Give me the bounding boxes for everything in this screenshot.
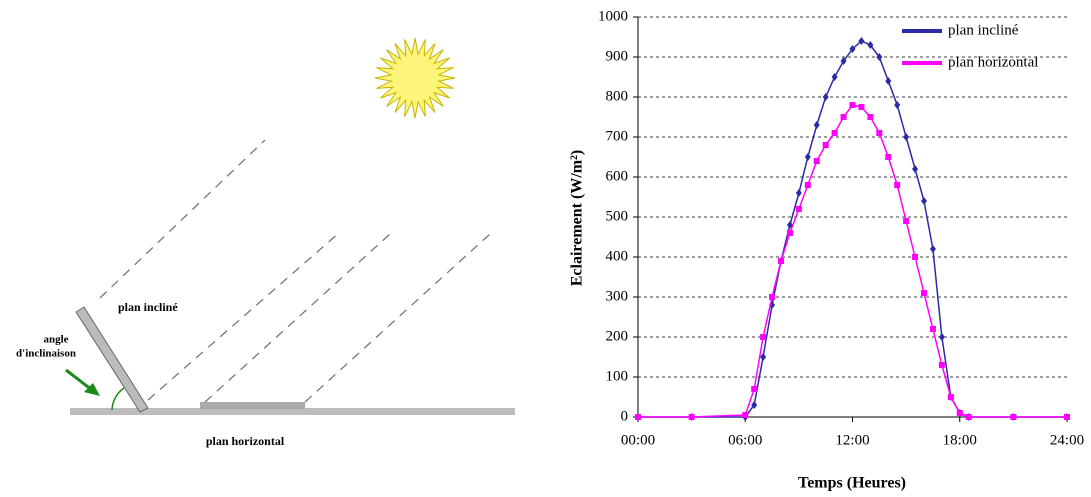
angle-arc [112,388,124,410]
marker [966,414,972,420]
marker [948,394,954,400]
y-tick-label: 800 [606,88,629,104]
legend-label: plan horizontal [948,54,1038,70]
ray [305,234,490,402]
marker [805,153,811,161]
marker [751,386,757,392]
marker [796,206,802,212]
y-tick-label: 0 [621,408,629,424]
marker [760,353,766,361]
marker [912,165,918,173]
marker [894,182,900,188]
marker [921,290,927,296]
ray [205,234,390,402]
marker [885,154,891,160]
marker [1064,414,1070,420]
arrow-shaft [66,370,92,390]
marker [876,130,882,136]
x-axis-title: Temps (Heures) [798,475,906,492]
sun-shape [375,38,455,118]
page: plan incliné angle d'inclinaison plan ho… [0,0,1091,497]
y-tick-label: 900 [606,48,629,64]
marker [796,189,802,197]
marker [850,102,856,108]
y-tick-label: 200 [606,328,629,344]
y-axis-title: Eclairement (W/m²) [569,150,586,286]
marker [823,93,829,101]
marker [921,197,927,205]
legend-label: plan incliné [948,22,1019,38]
marker [885,77,891,85]
label: plan incliné [118,300,178,314]
label: d'inclinaison [16,348,76,360]
marker [841,114,847,120]
marker [894,101,900,109]
ray [100,140,265,298]
marker [903,133,909,141]
y-tick-label: 400 [606,248,629,264]
marker [814,121,820,129]
marker [903,218,909,224]
sun [375,38,455,118]
y-tick-label: 600 [606,168,629,184]
diagram: plan incliné angle d'inclinaison plan ho… [16,38,515,448]
inclined-panel [76,307,148,412]
marker [769,294,775,300]
series-line [638,41,1067,417]
x-tick-label: 00:00 [621,432,655,448]
marker [912,254,918,260]
marker [939,333,945,341]
marker [957,410,963,416]
ray [148,232,340,400]
y-tick-label: 700 [606,128,629,144]
y-tick-label: 100 [606,368,629,384]
x-tick-label: 18:00 [943,432,977,448]
marker [823,142,829,148]
marker [867,114,873,120]
marker [930,326,936,332]
sun-rays [100,140,490,402]
marker [742,412,748,418]
marker [778,258,784,264]
marker [814,158,820,164]
horizontal-panel [200,402,305,409]
marker [930,245,936,253]
marker [787,230,793,236]
x-tick-label: 24:00 [1050,432,1084,448]
marker [858,104,864,110]
marker [760,334,766,340]
marker [635,414,641,420]
y-tick-label: 500 [606,208,629,224]
x-tick-label: 06:00 [728,432,762,448]
y-tick-label: 1000 [598,8,628,24]
x-tick-label: 12:00 [835,432,869,448]
chart: Eclairement (W/m²) Temps (Heures) 0 100 20… [569,8,1084,491]
marker [1010,414,1016,420]
marker [939,362,945,368]
label: angle [43,334,68,346]
marker [832,130,838,136]
marker [805,182,811,188]
y-tick-label: 300 [606,288,629,304]
label: plan horizontal [206,434,285,448]
series-line [638,105,1067,417]
marker [689,414,695,420]
ground [70,408,515,415]
